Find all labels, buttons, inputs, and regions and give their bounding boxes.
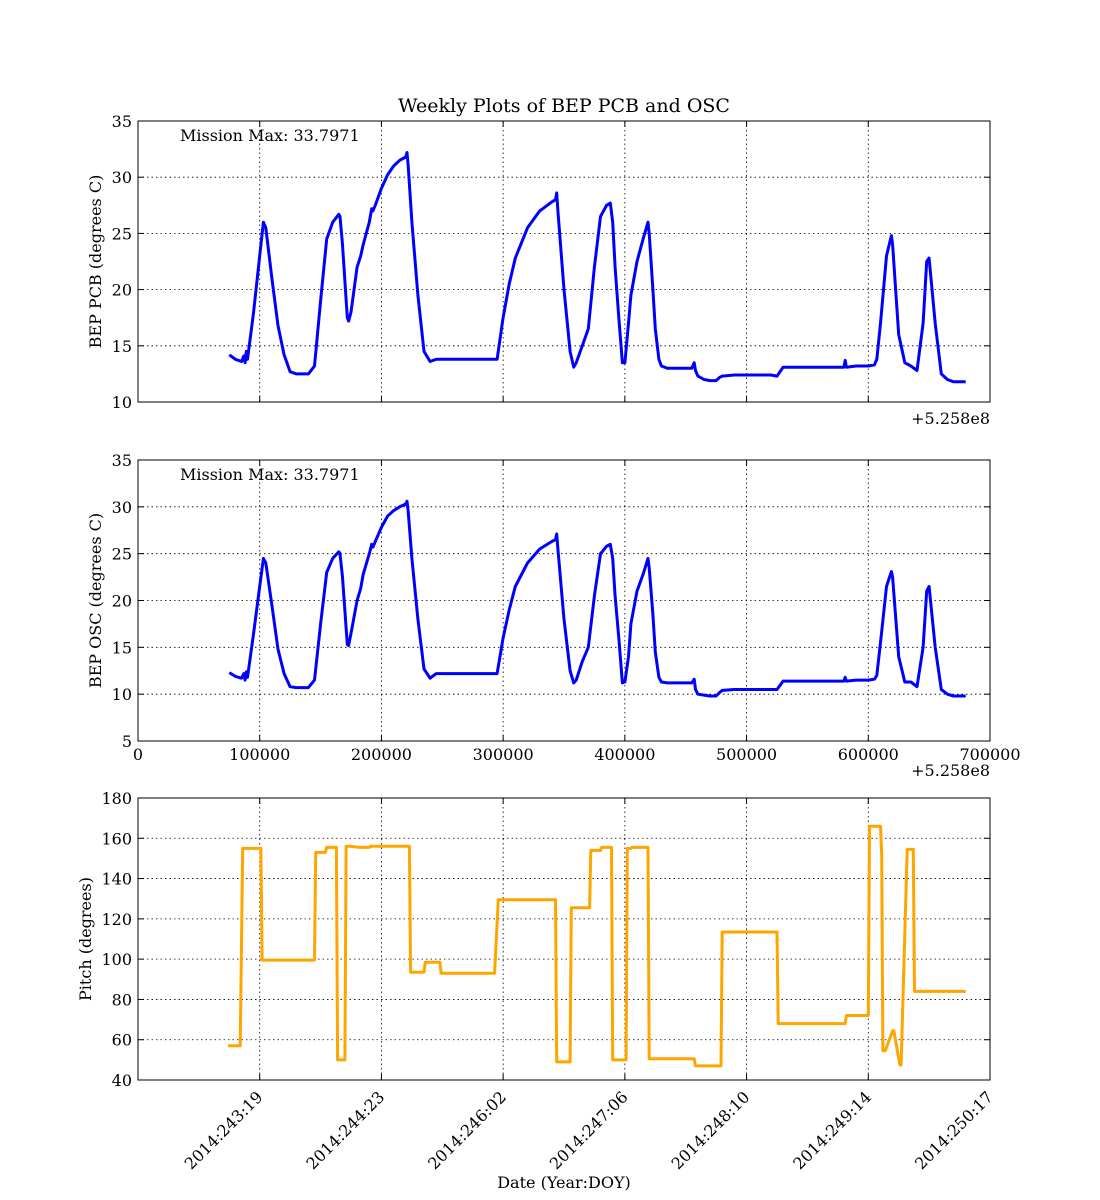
pitch-y-tick-label: 180 [101,789,132,808]
pitch-y-tick-label: 60 [112,1031,132,1050]
osc-y-tick-label: 15 [112,638,132,657]
osc-mission-max: Mission Max: 33.7971 [180,465,360,484]
osc-x-tick-label: 600000 [838,745,899,764]
pitch-x-tick-label: 2014:243:19 [181,1087,267,1173]
pitch-y-tick-label: 120 [101,910,132,929]
osc-y-tick-label: 10 [112,685,132,704]
osc-x-grid [259,460,869,741]
pitch-x-tick-label: 2014:250:17 [911,1087,997,1173]
pitch-y-axis-label: Pitch (degrees) [76,877,95,1001]
figure-title: Weekly Plots of BEP PCB and OSC [398,95,730,117]
pitch-y-tick-label: 40 [112,1071,132,1090]
pitch-y-tick-label: 160 [101,829,132,848]
osc-y-tick-label: 25 [112,545,132,564]
pitch-y-tick-label: 100 [101,950,132,969]
osc-y-tick-label: 35 [112,451,132,470]
pitch-x-ticks: 2014:243:19 2014:244:23 2014:246:02 2014:24… [181,798,997,1173]
osc-x-tick-label: 700000 [959,745,1020,764]
pitch-y-ticks: 40 60 80 100 120 140 160 180 [101,789,990,1090]
pcb-grid [138,176,990,347]
osc-grid [138,506,990,695]
osc-x-tick-label: 200000 [351,745,412,764]
osc-series-line [228,499,966,698]
osc-offset-label: +5.258e8 [911,761,990,780]
pitch-x-tick-label: 2014:247:06 [546,1087,632,1173]
osc-x-tick-label: 400000 [594,745,655,764]
pcb-y-ticks: 10 15 20 25 30 35 [112,112,990,412]
pcb-y-axis-label: BEP PCB (degrees C) [86,175,105,349]
osc-x-tick-label: 500000 [716,745,777,764]
pcb-y-tick-label: 30 [112,168,132,187]
pitch-axes-frame [137,797,991,1081]
pitch-x-tick-label: 2014:244:23 [302,1087,388,1173]
pcb-mission-max: Mission Max: 33.7971 [180,126,360,145]
osc-x-tick-label: 100000 [229,745,290,764]
pcb-series-line [228,151,966,384]
osc-axes-frame [137,459,991,742]
osc-y-tick-label: 20 [112,592,132,611]
pitch-series-line [228,824,966,1068]
pcb-y-tick-label: 15 [112,337,132,356]
osc-x-tick-label: 300000 [473,745,534,764]
pitch-x-tick-label: 2014:246:02 [424,1087,510,1173]
pcb-y-tick-label: 25 [112,224,132,243]
pcb-offset-label: +5.258e8 [911,409,990,428]
pcb-y-tick-label: 10 [112,393,132,412]
pcb-axes-frame [137,120,991,403]
osc-x-tick-label: 0 [133,745,143,764]
pitch-grid [138,837,990,1041]
osc-y-axis-label: BEP OSC (degrees C) [86,513,105,688]
osc-x-ticks: 0 100000 200000 300000 400000 500000 600000 700… [133,460,1021,764]
pcb-y-tick-label: 20 [112,281,132,300]
pitch-x-tick-label: 2014:248:10 [668,1087,754,1173]
pitch-x-axis-label: Date (Year:DOY) [497,1173,631,1192]
osc-y-tick-label: 5 [122,732,132,751]
pcb-y-tick-label: 35 [112,112,132,131]
osc-y-tick-label: 30 [112,498,132,517]
pcb-x-ticks [259,121,869,402]
pitch-y-tick-label: 80 [112,990,132,1009]
pcb-x-grid [259,121,869,402]
pitch-x-tick-label: 2014:249:14 [789,1087,875,1173]
osc-y-ticks: 5 10 15 20 25 30 35 [112,451,990,751]
panel-bep-pcb: 10 15 20 25 30 35 Mission Max: 33.7971 +5.258… [86,112,991,428]
pitch-y-tick-label: 140 [101,870,132,889]
